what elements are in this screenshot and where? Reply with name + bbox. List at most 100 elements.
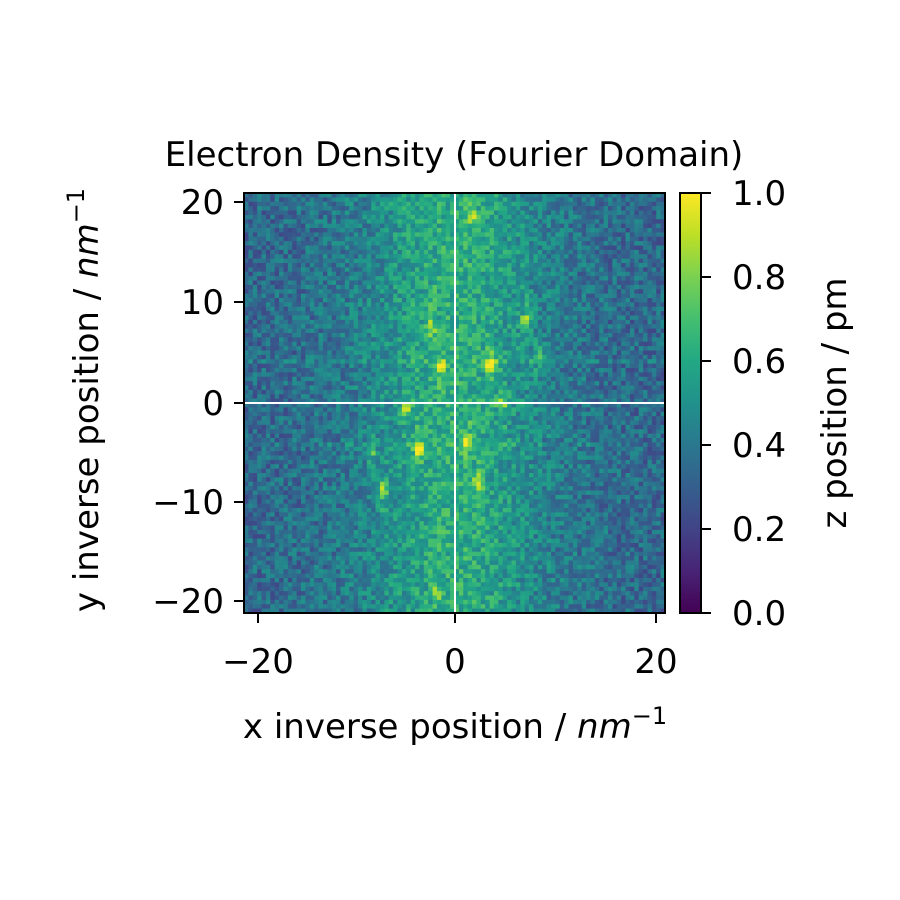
heatmap-cell: [463, 214, 469, 220]
heatmap-cell: [515, 398, 521, 404]
heatmap-cell: [493, 302, 499, 308]
heatmap-cell: [559, 416, 565, 421]
heatmap-cell: [384, 333, 390, 338]
heatmap-cell: [375, 289, 381, 295]
heatmap-cell: [441, 223, 447, 229]
heatmap-cell: [314, 289, 319, 295]
heatmap-cell: [537, 214, 543, 220]
heatmap-cell: [384, 337, 390, 343]
heatmap-cell: [248, 403, 254, 408]
heatmap-cell: [629, 381, 635, 386]
heatmap-cell: [322, 403, 328, 408]
heatmap-cell: [274, 197, 280, 203]
heatmap-cell: [274, 385, 280, 391]
heatmap-cell: [524, 271, 530, 277]
heatmap-cell: [564, 232, 569, 238]
heatmap-cell: [450, 306, 455, 312]
heatmap-cell: [572, 193, 578, 198]
heatmap-cell: [397, 337, 403, 343]
heatmap-cell: [432, 263, 438, 268]
heatmap-cell: [270, 359, 276, 365]
heatmap-cell: [458, 271, 464, 277]
heatmap-cell: [244, 363, 249, 369]
heatmap-cell: [599, 245, 605, 251]
heatmap-cell: [660, 197, 666, 203]
heatmap-cell: [393, 411, 398, 417]
heatmap-cell: [537, 411, 543, 417]
heatmap-cell: [581, 193, 587, 198]
heatmap-cell: [529, 258, 534, 264]
heatmap-cell: [309, 271, 315, 277]
heatmap-cell: [252, 236, 258, 242]
heatmap-cell: [441, 284, 447, 290]
heatmap-cell: [621, 394, 626, 400]
heatmap-cell: [375, 359, 381, 365]
heatmap-cell: [384, 324, 390, 330]
heatmap-cell: [393, 337, 398, 343]
heatmap-cell: [445, 328, 451, 334]
heatmap-cell: [401, 289, 407, 295]
heatmap-cell: [520, 368, 526, 373]
heatmap-cell: [550, 416, 556, 421]
heatmap-cell: [296, 214, 302, 220]
heatmap-cell: [322, 333, 328, 338]
heatmap-cell: [283, 407, 289, 413]
heatmap-cell: [555, 254, 561, 260]
heatmap-cell: [599, 293, 605, 299]
heatmap-cell: [621, 385, 626, 391]
heatmap-cell: [564, 193, 569, 198]
heatmap-cell: [537, 350, 543, 356]
heatmap-cell: [379, 376, 385, 382]
heatmap-cell: [612, 385, 618, 391]
heatmap-cell: [498, 214, 504, 220]
heatmap-cell: [349, 368, 355, 373]
heatmap-cell: [647, 254, 653, 260]
heatmap-cell: [489, 210, 495, 216]
heatmap-cell: [436, 193, 442, 198]
heatmap-cell: [362, 276, 368, 281]
heatmap-cell: [441, 350, 447, 356]
heatmap-cell: [533, 359, 539, 365]
heatmap-cell: [625, 284, 631, 290]
heatmap-cell: [467, 381, 473, 386]
heatmap-cell: [296, 197, 302, 203]
heatmap-cell: [397, 306, 403, 312]
heatmap-cell: [651, 193, 657, 198]
heatmap-cell: [388, 271, 394, 277]
heatmap-cell: [458, 280, 464, 286]
heatmap-cell: [520, 223, 526, 229]
heatmap-cell: [559, 398, 565, 404]
heatmap-cell: [568, 411, 574, 417]
heatmap-cell: [366, 298, 372, 303]
heatmap-cell: [586, 346, 591, 351]
heatmap-cell: [480, 298, 486, 303]
heatmap-cell: [643, 201, 648, 207]
heatmap-cell: [366, 359, 372, 365]
heatmap-cell: [634, 197, 640, 203]
heatmap-cell: [362, 219, 368, 225]
heatmap-cell: [432, 276, 438, 281]
heatmap-cell: [270, 324, 276, 330]
heatmap-cell: [423, 232, 429, 238]
heatmap-cell: [322, 311, 328, 316]
heatmap-cell: [274, 210, 280, 216]
heatmap-cell: [445, 210, 451, 216]
heatmap-cell: [344, 350, 350, 356]
heatmap-cell: [493, 407, 499, 413]
heatmap-cell: [577, 236, 583, 242]
heatmap-cell: [660, 385, 666, 391]
heatmap-cell: [542, 359, 547, 365]
heatmap-cell: [331, 407, 337, 413]
heatmap-cell: [467, 372, 473, 378]
heatmap-cell: [607, 193, 613, 198]
heatmap-cell: [651, 354, 657, 360]
heatmap-cell: [410, 197, 416, 203]
heatmap-cell: [318, 407, 324, 413]
heatmap-cell: [252, 293, 258, 299]
heatmap-cell: [529, 228, 534, 233]
heatmap-cell: [450, 346, 455, 351]
heatmap-cell: [423, 311, 429, 316]
heatmap-cell: [301, 298, 306, 303]
heatmap-cell: [419, 267, 425, 273]
heatmap-cell: [515, 258, 521, 264]
